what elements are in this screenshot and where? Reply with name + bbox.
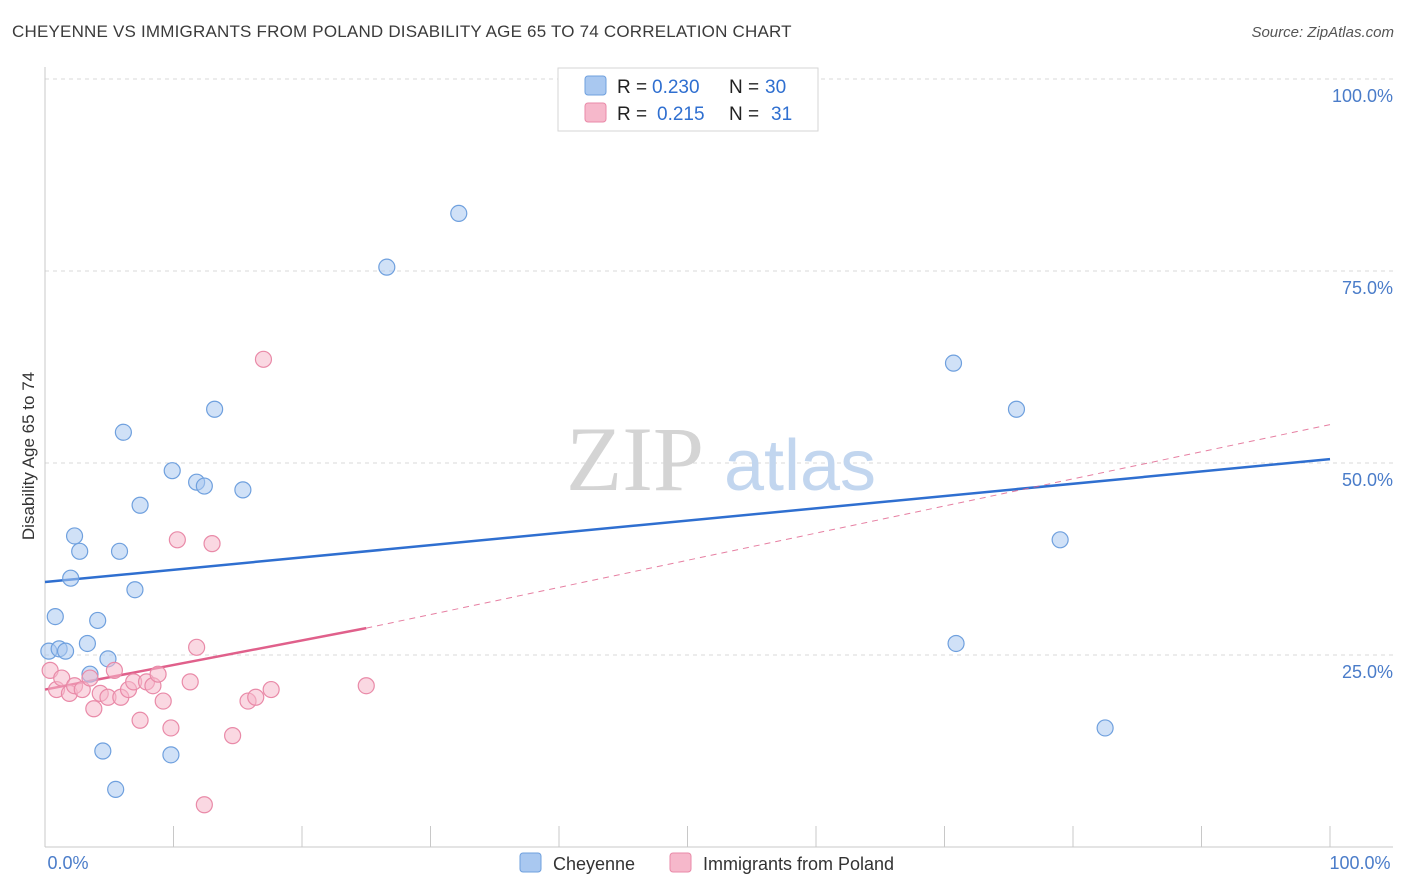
x-tick-label-min: 0.0% <box>47 853 88 873</box>
trendline-poland <box>44 626 367 691</box>
point-cheyenne <box>46 607 64 626</box>
point-poland <box>195 796 213 814</box>
y-tick-label: 50.0% <box>1342 470 1393 490</box>
point-poland <box>105 661 123 679</box>
legend-r-value-poland: 0.215 <box>657 104 705 125</box>
point-cheyenne <box>450 204 468 222</box>
point-cheyenne <box>1096 719 1114 737</box>
chart-title: CHEYENNE VS IMMIGRANTS FROM POLAND DISAB… <box>12 22 792 41</box>
point-poland <box>149 665 167 683</box>
point-cheyenne <box>110 542 129 560</box>
x-tick-label-max: 100.0% <box>1329 853 1390 873</box>
bottom-legend-swatch-poland <box>669 852 692 873</box>
point-cheyenne <box>944 354 963 372</box>
point-cheyenne <box>114 423 132 441</box>
bottom-legend-label-cheyenne: Cheyenne <box>553 854 635 874</box>
y-tick-label: 75.0% <box>1342 278 1393 298</box>
point-cheyenne <box>131 496 149 514</box>
legend-bottom: Cheyenne Immigrants from Poland <box>519 852 894 874</box>
point-cheyenne <box>195 477 213 495</box>
point-poland <box>181 673 199 691</box>
point-cheyenne <box>947 634 965 653</box>
legend-n-value-cheyenne: 30 <box>765 77 786 98</box>
series-cheyenne <box>40 204 1114 799</box>
point-cheyenne <box>126 581 144 599</box>
point-poland <box>162 719 180 737</box>
point-cheyenne <box>206 400 224 418</box>
legend-n-label-poland: N = <box>729 104 759 125</box>
point-poland <box>154 692 172 710</box>
watermark-atlas: atlas <box>724 426 876 506</box>
y-axis-label: Disability Age 65 to 74 <box>19 372 38 540</box>
point-poland <box>81 669 99 687</box>
point-cheyenne <box>162 746 180 764</box>
legend-swatch-cheyenne <box>584 75 607 96</box>
point-poland <box>131 711 149 729</box>
legend-r-label-poland: R = <box>617 104 647 125</box>
point-poland <box>203 535 221 553</box>
point-cheyenne <box>1051 531 1069 549</box>
legend-n-value-poland: 31 <box>771 104 792 125</box>
bottom-legend-swatch-cheyenne <box>519 852 542 873</box>
point-cheyenne <box>65 527 84 545</box>
legend-n-label-cheyenne: N = <box>729 77 759 98</box>
source-label: Source: ZipAtlas.com <box>1251 24 1394 41</box>
legend-r-value-cheyenne: 0.230 <box>652 77 700 98</box>
point-cheyenne <box>89 611 107 630</box>
point-cheyenne <box>71 542 89 560</box>
watermark-zip: ZIP <box>566 408 704 510</box>
point-poland <box>262 680 280 699</box>
y-tick-labels: 25.0% 50.0% 75.0% 100.0% <box>1332 86 1393 682</box>
point-cheyenne <box>107 780 125 799</box>
point-cheyenne <box>94 742 112 760</box>
point-cheyenne <box>56 642 75 660</box>
point-poland <box>53 669 71 687</box>
trendline-cheyenne <box>44 457 1331 584</box>
point-poland <box>247 688 265 706</box>
point-poland <box>224 727 242 745</box>
point-poland <box>85 700 103 718</box>
point-poland <box>254 350 273 368</box>
point-cheyenne <box>163 462 181 480</box>
point-cheyenne <box>234 481 252 499</box>
point-poland <box>357 677 375 695</box>
point-cheyenne <box>378 258 396 276</box>
y-tick-label: 25.0% <box>1342 662 1393 682</box>
legend-swatch-poland <box>584 102 607 123</box>
bottom-legend-label-poland: Immigrants from Poland <box>703 854 894 874</box>
trend-lines <box>44 424 1331 691</box>
point-cheyenne <box>78 634 97 653</box>
point-poland <box>188 638 206 656</box>
legend-r-label-cheyenne: R = <box>617 77 647 98</box>
series-poland <box>41 350 375 814</box>
point-cheyenne <box>1007 400 1026 418</box>
point-cheyenne <box>62 569 80 587</box>
legend-top: R = 0.230 N = 30 R = 0.215 N = 31 <box>557 67 819 132</box>
axes <box>44 67 1393 848</box>
point-poland <box>168 531 186 549</box>
grid-lines <box>45 78 1393 656</box>
y-tick-label: 100.0% <box>1332 86 1393 106</box>
